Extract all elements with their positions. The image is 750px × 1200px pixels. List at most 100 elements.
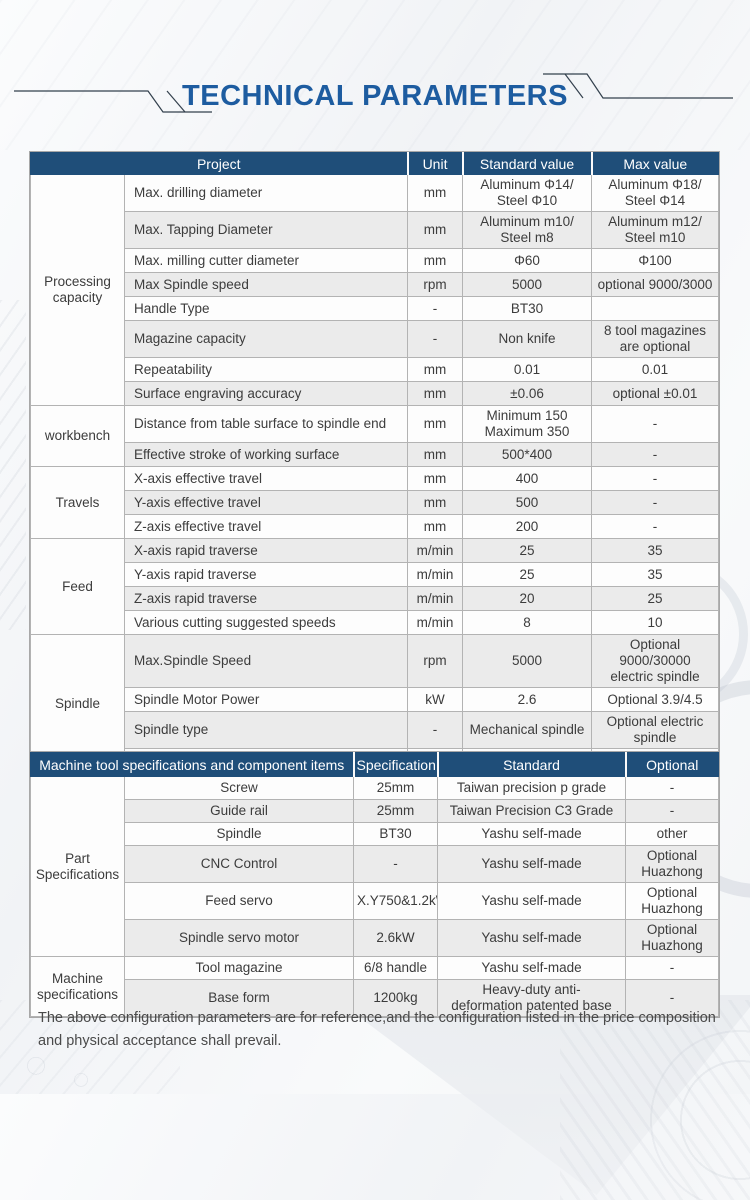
item-cell: Z-axis rapid traverse xyxy=(123,586,409,611)
table-row: Processing capacity Max. drilling diamete… xyxy=(30,174,720,406)
item-cell: Max. Tapping Diameter xyxy=(123,211,409,249)
value-cell: 2.6kW xyxy=(353,919,438,957)
table-row: Machine specifications Tool magazine 6/8 h… xyxy=(30,956,719,1017)
value-cell: Non knife xyxy=(462,320,593,358)
table-row: CNC Control - Yashu self-made Optional Huaz… xyxy=(31,845,719,883)
value-cell: Mechanical spindle xyxy=(462,711,593,749)
value-cell: Yashu self-made xyxy=(437,845,626,883)
value-cell: - xyxy=(625,776,719,800)
item-cell: X-axis rapid traverse xyxy=(123,538,409,563)
table-row: Z-axis rapid traverse m/min 20 25 xyxy=(31,586,720,611)
item-cell: Feed servo xyxy=(124,882,354,920)
value-cell: Yashu self-made xyxy=(437,882,626,920)
value-cell: Optional electric spindle xyxy=(591,711,720,749)
item-cell: Effective stroke of working surface xyxy=(123,442,409,467)
value-cell: Aluminum m10/ Steel m8 xyxy=(462,211,593,249)
table-row: Max. milling cutter diameter mm Φ60 Φ100 xyxy=(31,248,720,273)
value-cell: - xyxy=(591,405,720,443)
table-row: Z-axis effective travel mm 200- xyxy=(31,514,720,539)
table-row: Y-axis rapid traverse m/min 25 35 xyxy=(31,562,720,587)
table-row: Handle Type - BT30 xyxy=(31,296,720,321)
table-row: Travels X-axis effective travel mm 400- xyxy=(30,466,720,539)
value-cell: 500*400 xyxy=(462,442,593,467)
value-cell: BT30 xyxy=(353,822,438,846)
value-cell: 25mm xyxy=(353,799,438,823)
value-cell: Φ100 xyxy=(591,248,720,273)
title-section: TECHNICAL PARAMETERS xyxy=(0,0,750,140)
item-cell: Spindle servo motor xyxy=(124,919,354,957)
value-cell: 10 xyxy=(591,610,720,635)
value-cell: rpm xyxy=(407,634,464,688)
value-cell: - xyxy=(591,514,720,539)
column-header: Standard xyxy=(436,752,626,777)
item-cell: Surface engraving accuracy xyxy=(123,381,409,406)
value-cell: mm xyxy=(407,174,464,212)
table-row: Max. Tapping Diameter mm Aluminum m10/ Ste… xyxy=(31,211,720,249)
value-cell: mm xyxy=(407,442,464,467)
value-cell: - xyxy=(353,845,438,883)
page-title: TECHNICAL PARAMETERS xyxy=(182,80,568,112)
table-row: Spindle Max.Spindle Speed rpm 5000 Optional … xyxy=(30,634,720,773)
table-row: Magazine capacity - Non knife 8 tool magazi… xyxy=(31,320,720,358)
value-cell: 5000 xyxy=(462,272,593,297)
table-row: Various cutting suggested speeds m/min 8 10 xyxy=(31,610,720,635)
group-label-cell: Machine specifications xyxy=(30,956,125,1017)
value-cell: Optional Huazhong xyxy=(625,919,719,957)
value-cell: Φ60 xyxy=(462,248,593,273)
value-cell: 8 tool magazines are optional xyxy=(591,320,720,358)
component-specifications-table: Machine tool specifications and componen… xyxy=(30,752,719,1017)
item-cell: X-axis effective travel xyxy=(123,466,409,491)
value-cell: Yashu self-made xyxy=(437,956,626,980)
value-cell: 6/8 handle xyxy=(353,956,438,980)
value-cell: 35 xyxy=(591,562,720,587)
title-decoration-lines xyxy=(14,73,733,113)
value-cell: optional 9000/3000 xyxy=(591,272,720,297)
group-label-cell: Spindle xyxy=(30,634,125,773)
value-cell: - xyxy=(591,466,720,491)
group-label-cell: Part Specifications xyxy=(30,776,125,957)
item-cell: Handle Type xyxy=(123,296,409,321)
value-cell: Optional Huazhong xyxy=(625,882,719,920)
technical-parameters-table: Project Unit Standard value Max value Proces… xyxy=(29,152,720,821)
value-cell: mm xyxy=(407,248,464,273)
value-cell: 20 xyxy=(462,586,593,611)
value-cell: 25 xyxy=(591,586,720,611)
value-cell: - xyxy=(407,711,464,749)
value-cell: 0.01 xyxy=(591,357,720,382)
item-cell: Max. drilling diameter xyxy=(123,174,409,212)
column-header: Machine tool specifications and componen… xyxy=(30,752,354,777)
value-cell: mm xyxy=(407,211,464,249)
blueprint-watermark-left-ticks xyxy=(0,300,26,630)
value-cell: 25 xyxy=(462,538,593,563)
value-cell: other xyxy=(625,822,719,846)
table-row: Max Spindle speed rpm 5000 optional 9000/30… xyxy=(31,272,720,297)
item-cell: Spindle type xyxy=(123,711,409,749)
value-cell: - xyxy=(407,296,464,321)
item-cell: Max. milling cutter diameter xyxy=(123,248,409,273)
item-cell: Y-axis rapid traverse xyxy=(123,562,409,587)
table-row: Effective stroke of working surface mm 500… xyxy=(31,442,720,467)
value-cell: Aluminum Φ18/ Steel Φ14 xyxy=(591,174,720,212)
item-cell: Y-axis effective travel xyxy=(123,490,409,515)
table-row: Part Specifications Screw 25mm Taiwan preci… xyxy=(30,776,719,957)
table-row: Spindle servo motor 2.6kW Yashu self-made O… xyxy=(31,919,719,957)
value-cell xyxy=(591,296,720,321)
group-label-cell: Travels xyxy=(30,466,125,539)
value-cell: 25mm xyxy=(353,776,438,800)
value-cell: 8 xyxy=(462,610,593,635)
item-cell: Max Spindle speed xyxy=(123,272,409,297)
value-cell: Optional Huazhong xyxy=(625,845,719,883)
value-cell: mm xyxy=(407,514,464,539)
column-header: Specification xyxy=(352,752,438,777)
group-label-cell: Feed xyxy=(30,538,125,635)
value-cell: Minimum 150 Maximum 350 xyxy=(462,405,593,443)
item-cell: Z-axis effective travel xyxy=(123,514,409,539)
table-row: Guide rail 25mm Taiwan Precision C3 Grade - xyxy=(31,799,719,823)
value-cell: rpm xyxy=(407,272,464,297)
item-cell: Spindle xyxy=(124,822,354,846)
table-row: Spindle type - Mechanical spindle Optional … xyxy=(31,711,720,749)
value-cell: 35 xyxy=(591,538,720,563)
value-cell: kW xyxy=(407,687,464,712)
table-row: workbench Distance from table surface to … xyxy=(30,405,720,467)
